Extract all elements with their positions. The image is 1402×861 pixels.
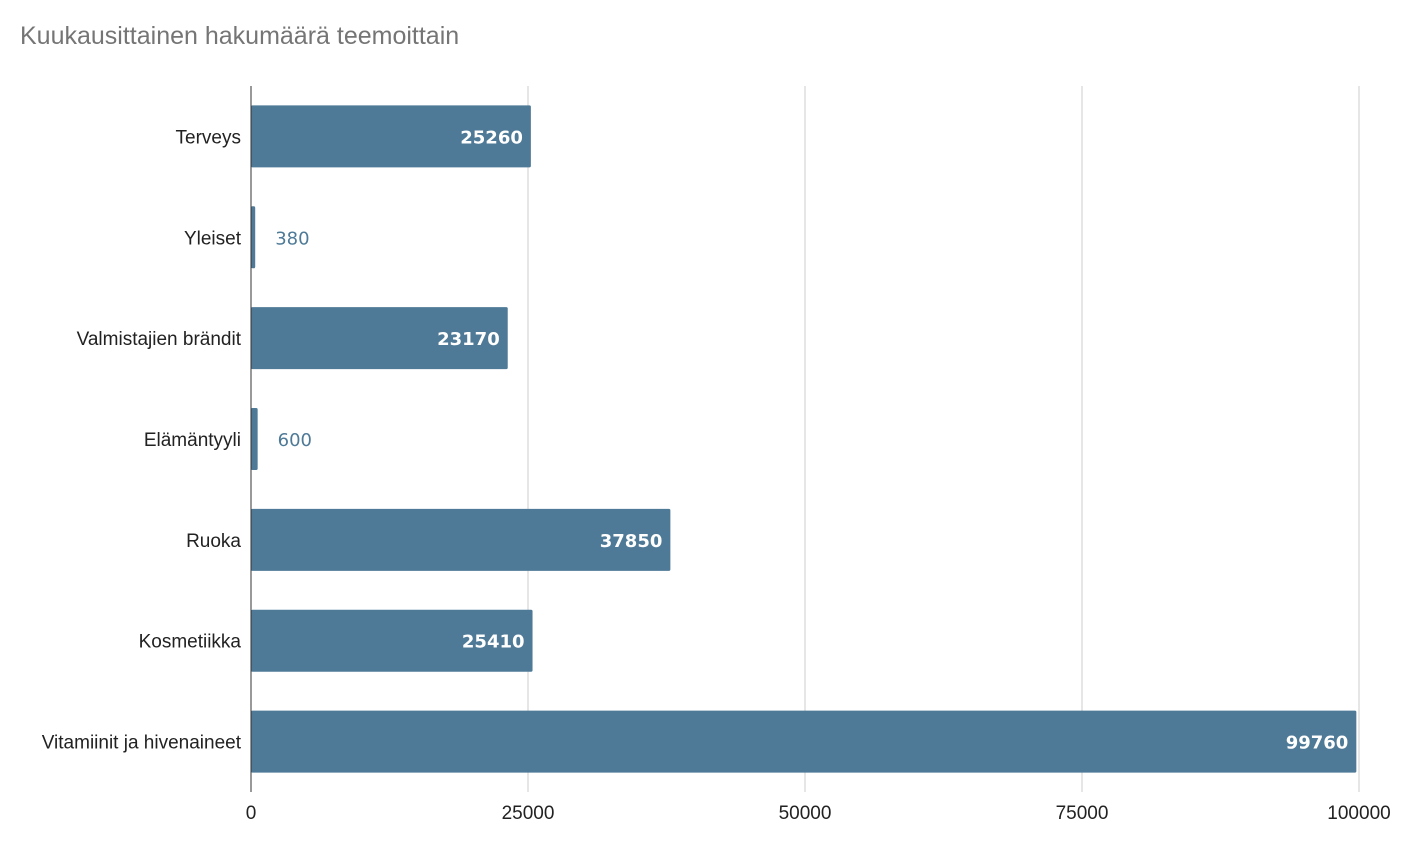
- data-label: 37850: [600, 531, 663, 552]
- category-labels: Terveys Yleiset Valmistajien brändit Elämän…: [42, 127, 242, 753]
- x-tick-label: 25000: [502, 803, 555, 824]
- category-label: Vitamiinit ja hivenaineet: [42, 733, 242, 754]
- category-label: Elämäntyyli: [144, 430, 241, 451]
- x-tick-label: 50000: [779, 803, 832, 824]
- x-tick-label: 0: [246, 803, 257, 824]
- chart-title: Kuukausittainen hakumäärä teemoittain: [20, 22, 460, 50]
- bar: [251, 206, 256, 269]
- bar: [251, 508, 671, 571]
- data-label: 25260: [460, 127, 523, 148]
- bar: [251, 307, 508, 370]
- category-label: Terveys: [176, 127, 241, 148]
- data-label: 23170: [437, 329, 500, 350]
- bar: [251, 609, 533, 672]
- bars: 25260 380 23170 600 37850 25410 99760: [251, 105, 1357, 773]
- data-label: 600: [278, 430, 312, 451]
- x-tick-label: 75000: [1056, 803, 1109, 824]
- x-axis-tick-labels: 0 25000 50000 75000 100000: [246, 803, 1391, 824]
- category-label: Valmistajien brändit: [77, 329, 242, 350]
- category-label: Kosmetiikka: [139, 632, 242, 653]
- bar: [251, 710, 1357, 773]
- bar: [251, 105, 531, 168]
- gridlines: [527, 86, 1360, 792]
- category-label: Yleiset: [184, 228, 242, 249]
- bar: [251, 408, 258, 470]
- data-label: 99760: [1286, 733, 1349, 754]
- category-label: Ruoka: [186, 531, 241, 552]
- data-label: 25410: [462, 632, 525, 653]
- x-tick-label: 100000: [1327, 803, 1390, 824]
- data-label: 380: [275, 228, 309, 249]
